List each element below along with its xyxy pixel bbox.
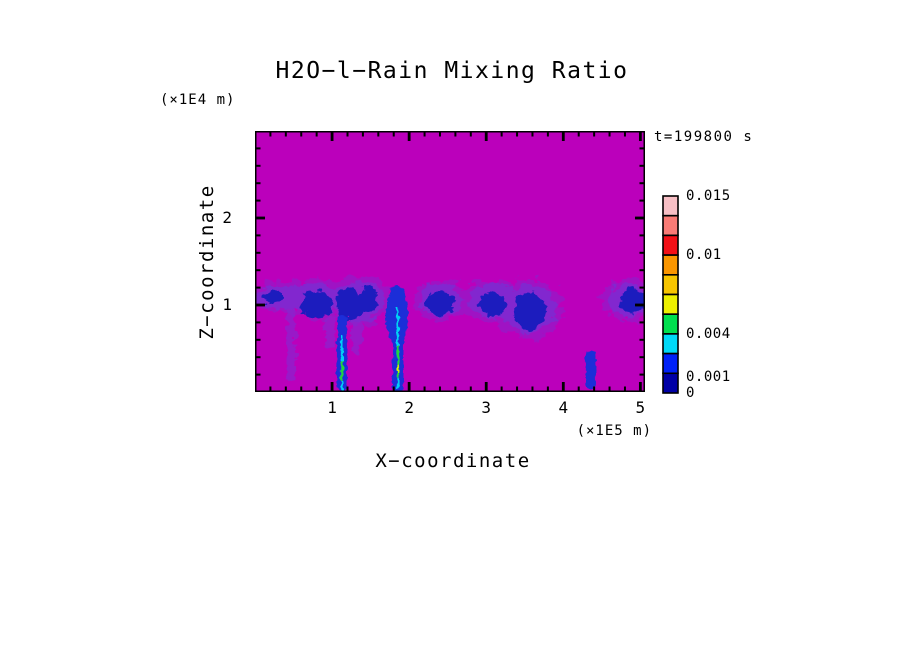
- z-axis-title: Z−coordinate: [196, 184, 218, 340]
- x-tick-label: 5: [635, 398, 646, 417]
- colorbar-cell: [662, 293, 679, 316]
- cloud-field: [255, 275, 645, 392]
- heatmap-background: [255, 131, 645, 392]
- z-tick-label: 2: [222, 208, 232, 227]
- colorbar: [662, 195, 679, 394]
- colorbar-cell: [662, 214, 679, 237]
- chart-title: H2O−l−Rain Mixing Ratio: [275, 58, 629, 84]
- colorbar-tick-label: 0.004: [686, 325, 731, 342]
- x-tick-label: 4: [558, 398, 569, 417]
- precip-wisp: [324, 315, 336, 350]
- colorbar-cell: [662, 352, 679, 375]
- x-tick-label: 3: [481, 398, 492, 417]
- cloud-core-blob: [424, 290, 455, 316]
- colorbar-cell: [662, 313, 679, 335]
- x-axis-title: X−coordinate: [375, 450, 531, 472]
- time-annotation: t=199800 s: [654, 129, 754, 145]
- cloud-core-blob: [513, 292, 546, 330]
- colorbar-cell: [662, 333, 679, 355]
- colorbar-cell: [662, 372, 679, 394]
- heatmap-plot-area: [255, 131, 645, 392]
- cloud-core-blob: [357, 286, 379, 315]
- precip-wisp: [286, 300, 296, 382]
- colorbar-tick-label: 0.01: [686, 247, 722, 264]
- cloud-core-blob: [262, 290, 281, 303]
- colorbar-tick-label: 0.015: [686, 188, 731, 204]
- cloud-core-blob: [477, 292, 506, 317]
- colorbar-cell: [662, 195, 679, 217]
- colorbar-tick-label: 0.001: [686, 369, 731, 386]
- x-tick-label: 1: [327, 398, 337, 417]
- precip-wisp: [351, 317, 362, 356]
- colorbar-cell: [662, 254, 679, 276]
- z-axis-unit-label: (×1E4 m): [160, 92, 236, 108]
- colorbar-cell: [662, 274, 679, 296]
- x-axis-unit-label: (×1E5 m): [576, 423, 652, 439]
- z-tick-label: 1: [222, 295, 232, 314]
- cloud-core-blob: [299, 290, 332, 319]
- x-tick-label: 2: [404, 398, 414, 417]
- cloud-core-blob: [337, 288, 362, 321]
- colorbar-cell: [662, 234, 679, 256]
- cloud-core-blob: [619, 288, 645, 314]
- rain-shaft-column: [585, 349, 596, 390]
- colorbar-tick-label: 0: [686, 385, 695, 401]
